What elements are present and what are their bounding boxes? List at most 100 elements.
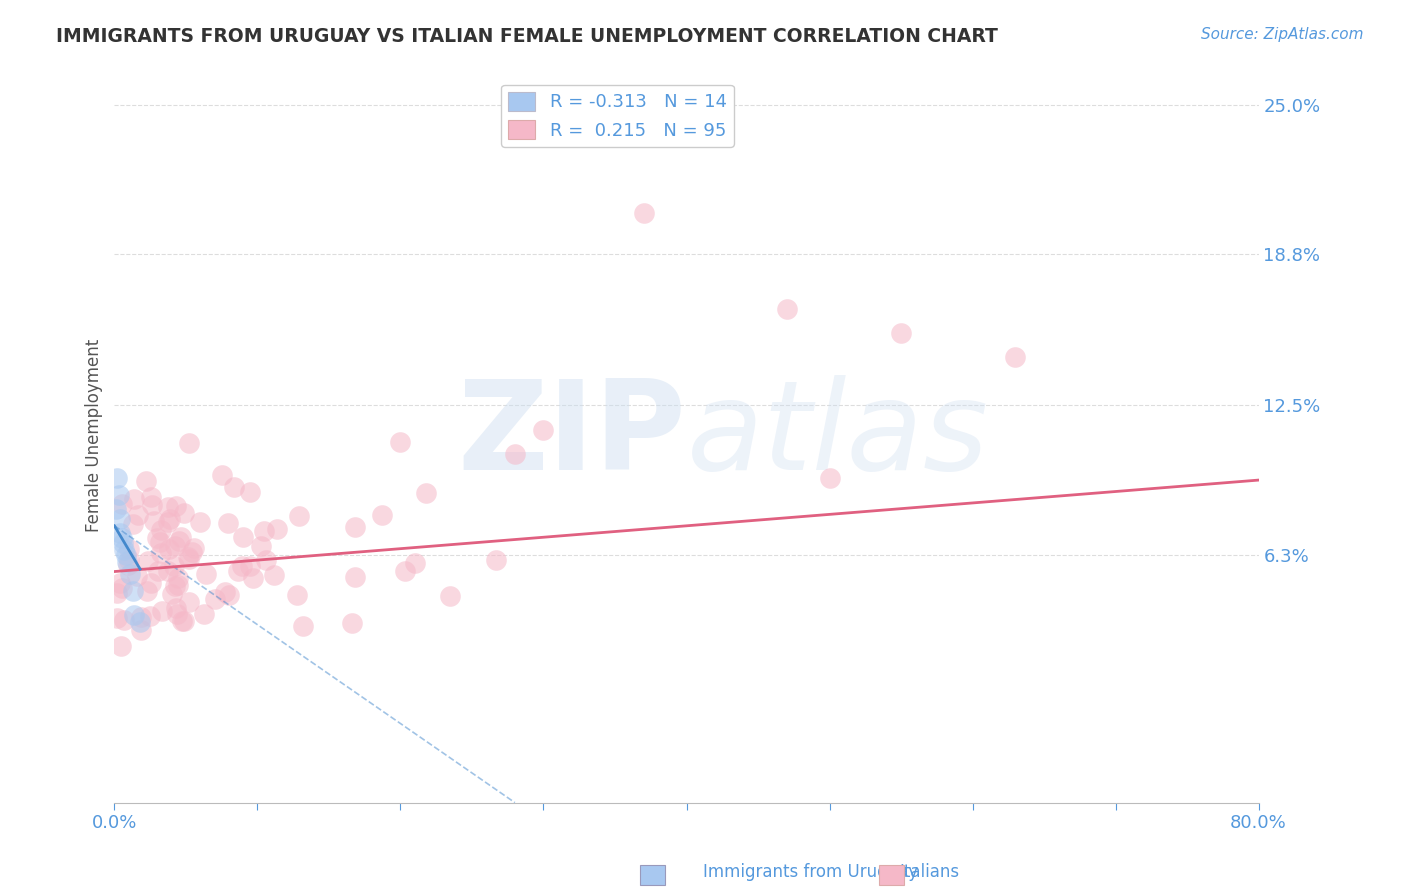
Point (177, 436, 200, 450)
Point (343, 519, 366, 533)
Point (239, 559, 262, 574)
Point (211, 468, 233, 483)
Point (118, 542, 141, 557)
Point (180, 545, 202, 559)
Point (117, 555, 139, 569)
Point (263, 568, 285, 582)
Point (138, 554, 160, 568)
Point (288, 509, 311, 524)
Point (183, 541, 205, 556)
Point (177, 552, 200, 566)
Point (160, 587, 183, 601)
Text: Immigrants from Uruguay: Immigrants from Uruguay (703, 863, 918, 881)
Point (110, 531, 132, 545)
Point (254, 552, 277, 566)
Point (217, 516, 239, 530)
Point (127, 508, 149, 522)
Point (135, 474, 157, 488)
Point (149, 546, 172, 560)
Point (111, 535, 134, 549)
Point (177, 549, 200, 564)
Text: Italians: Italians (900, 863, 960, 881)
Point (156, 516, 179, 530)
Point (214, 584, 236, 599)
Point (141, 498, 163, 512)
Point (163, 558, 186, 573)
Point (218, 589, 240, 603)
Point (110, 639, 132, 653)
Point (157, 564, 180, 578)
Point (394, 564, 416, 578)
Point (129, 615, 152, 629)
Point (122, 583, 145, 598)
Point (231, 558, 253, 573)
Point (340, 615, 363, 630)
Point (371, 508, 394, 523)
Point (1004, 351, 1026, 365)
Point (105, 586, 128, 600)
Point (167, 571, 190, 585)
Point (165, 600, 187, 615)
Point (250, 539, 273, 553)
Point (107, 487, 129, 501)
Point (166, 607, 188, 622)
Point (404, 556, 426, 570)
Point (127, 569, 149, 583)
Point (108, 526, 131, 541)
Point (195, 567, 218, 582)
Y-axis label: Female Unemployment: Female Unemployment (86, 339, 103, 533)
Point (108, 511, 131, 525)
Point (105, 610, 128, 624)
Point (146, 564, 169, 578)
Point (111, 497, 134, 511)
Point (159, 512, 181, 526)
Point (890, 326, 912, 341)
Point (533, 423, 555, 437)
Point (166, 577, 188, 591)
Point (503, 447, 526, 461)
Point (415, 485, 437, 500)
Point (285, 588, 308, 602)
Point (173, 615, 195, 629)
Point (105, 471, 128, 485)
Point (112, 613, 135, 627)
Point (129, 623, 152, 637)
Point (139, 609, 162, 624)
Point (232, 530, 254, 544)
Legend: R = -0.313   N = 14, R =  0.215   N = 95: R = -0.313 N = 14, R = 0.215 N = 95 (501, 85, 734, 147)
Text: atlas: atlas (686, 375, 988, 496)
Point (118, 553, 141, 567)
Point (157, 542, 180, 557)
Point (142, 514, 165, 528)
Point (188, 516, 211, 530)
Point (485, 553, 508, 567)
Point (108, 576, 131, 591)
Point (141, 575, 163, 590)
Point (226, 564, 249, 578)
Point (163, 539, 186, 553)
Point (266, 522, 288, 536)
Point (239, 485, 262, 500)
Point (775, 302, 797, 317)
Point (157, 500, 180, 514)
Point (204, 592, 226, 607)
Point (439, 589, 461, 603)
Point (170, 530, 193, 544)
Point (169, 533, 191, 548)
Point (111, 581, 134, 595)
Point (165, 499, 187, 513)
Point (152, 604, 174, 618)
Point (170, 614, 193, 628)
Point (173, 506, 195, 520)
Point (344, 569, 367, 583)
Point (163, 579, 186, 593)
Text: IMMIGRANTS FROM URUGUAY VS ITALIAN FEMALE UNEMPLOYMENT CORRELATION CHART: IMMIGRANTS FROM URUGUAY VS ITALIAN FEMAL… (56, 27, 998, 45)
Point (633, 206, 655, 220)
Point (135, 583, 157, 598)
Point (292, 619, 315, 633)
Text: Source: ZipAtlas.com: Source: ZipAtlas.com (1201, 27, 1364, 42)
Point (115, 548, 138, 562)
Point (129, 610, 152, 624)
Point (193, 607, 215, 622)
Point (149, 535, 172, 549)
